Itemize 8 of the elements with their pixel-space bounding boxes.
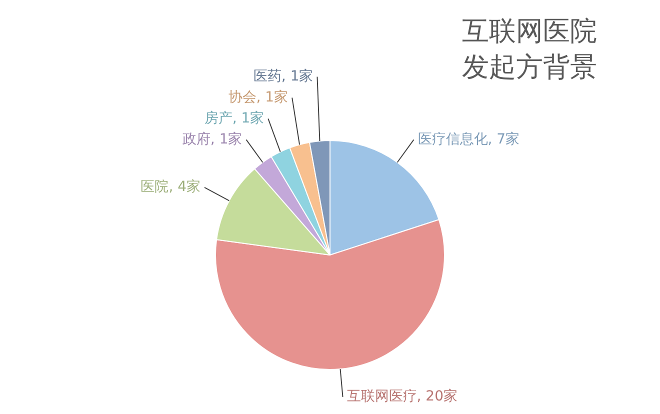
slice-label: 医院, 4家 [140,179,201,196]
slice-label: 医疗信息化, 7家 [418,131,520,148]
slice-label: 医药, 1家 [253,68,314,84]
chart-title: 互联网医院发起方背景 [462,15,598,85]
slice-label: 协会, 1家 [228,89,288,106]
slice-label: 房产, 1家 [204,110,264,126]
slice-label: 政府, 1家 [182,131,242,148]
slice-label: 互联网医疗, 20家 [346,388,458,405]
